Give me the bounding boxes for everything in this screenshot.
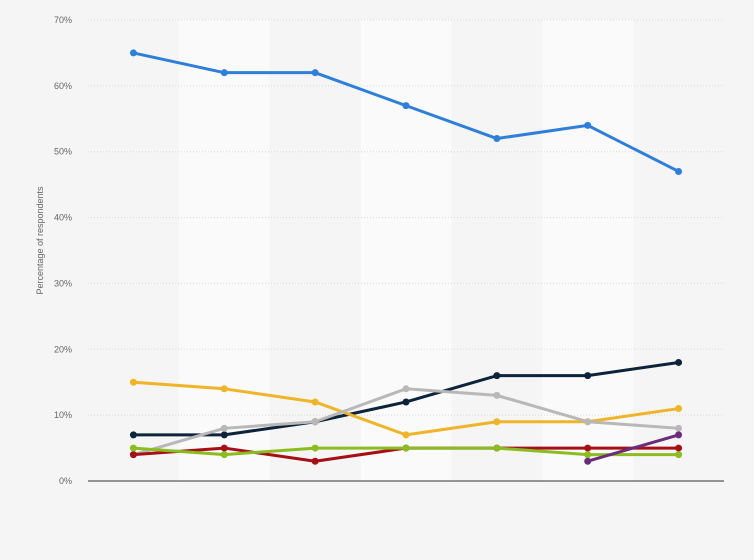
- column-band: [451, 20, 543, 481]
- y-tick-label: 50%: [54, 147, 72, 157]
- data-point[interactable]: [584, 121, 592, 129]
- data-point[interactable]: [675, 424, 683, 432]
- data-point[interactable]: [311, 457, 319, 465]
- series-line: [586, 433, 681, 463]
- y-tick-label: 10%: [54, 410, 72, 420]
- y-axis: 0% 10% 20% 30% 40% 50% 60% 70%: [54, 15, 72, 486]
- data-point[interactable]: [584, 444, 592, 452]
- y-tick-label: 30%: [54, 278, 72, 288]
- column-band: [542, 20, 634, 481]
- data-point[interactable]: [220, 69, 228, 77]
- data-point[interactable]: [220, 385, 228, 393]
- series-group: [129, 49, 683, 465]
- y-axis-title: Percentage of respondents: [35, 186, 45, 295]
- column-band: [88, 20, 179, 481]
- series-1: [129, 49, 683, 175]
- series-4: [129, 385, 683, 459]
- data-point[interactable]: [220, 431, 228, 439]
- data-point[interactable]: [311, 398, 319, 406]
- y-tick-label: 70%: [54, 15, 72, 25]
- column-band: [178, 20, 270, 481]
- y-tick-label: 40%: [54, 213, 72, 223]
- data-point[interactable]: [584, 372, 592, 380]
- y-tick-label: 60%: [54, 81, 72, 91]
- data-point[interactable]: [675, 444, 683, 452]
- data-point[interactable]: [129, 431, 137, 439]
- data-point[interactable]: [129, 49, 137, 57]
- data-point[interactable]: [220, 424, 228, 432]
- data-point[interactable]: [584, 457, 592, 465]
- data-point[interactable]: [584, 451, 592, 459]
- data-point[interactable]: [402, 385, 410, 393]
- y-tick-label: 0%: [59, 476, 72, 486]
- series-7: [584, 431, 683, 465]
- column-band: [633, 20, 724, 481]
- data-point[interactable]: [311, 444, 319, 452]
- data-point[interactable]: [493, 444, 501, 452]
- data-point[interactable]: [675, 167, 683, 175]
- gridlines: [88, 19, 724, 416]
- data-point[interactable]: [675, 431, 683, 439]
- data-point[interactable]: [402, 444, 410, 452]
- data-point[interactable]: [675, 358, 683, 366]
- data-point[interactable]: [584, 418, 592, 426]
- column-band: [360, 20, 452, 481]
- data-point[interactable]: [220, 451, 228, 459]
- data-point[interactable]: [220, 444, 228, 452]
- data-point[interactable]: [493, 391, 501, 399]
- series-6: [129, 444, 683, 459]
- data-point[interactable]: [129, 451, 137, 459]
- column-band: [269, 20, 361, 481]
- data-point[interactable]: [311, 69, 319, 77]
- data-point[interactable]: [311, 418, 319, 426]
- data-point[interactable]: [493, 372, 501, 380]
- data-point[interactable]: [402, 398, 410, 406]
- data-point[interactable]: [675, 451, 683, 459]
- column-bands: [88, 20, 724, 481]
- data-point[interactable]: [129, 444, 137, 452]
- data-point[interactable]: [493, 135, 501, 143]
- data-point[interactable]: [675, 405, 683, 413]
- data-point[interactable]: [129, 378, 137, 386]
- data-point[interactable]: [402, 102, 410, 110]
- data-point[interactable]: [402, 431, 410, 439]
- y-tick-label: 20%: [54, 344, 72, 354]
- data-point[interactable]: [493, 418, 501, 426]
